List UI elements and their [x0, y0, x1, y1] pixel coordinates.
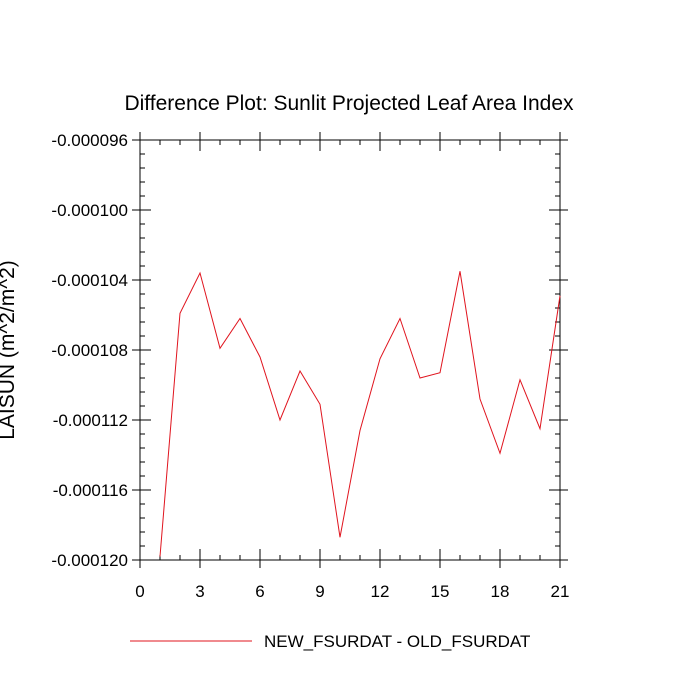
- y-tick-label: -0.000100: [51, 201, 128, 220]
- y-tick-labels: -0.000096 -0.000100 -0.000104 -0.000108 -0.0…: [51, 131, 128, 570]
- x-tick-label: 3: [195, 582, 204, 601]
- y-tick-label: -0.000112: [53, 411, 128, 430]
- y-tick-label: -0.000116: [53, 481, 128, 500]
- x-tick-label: 6: [255, 582, 264, 601]
- x-tick-labels: 0 3 6 9 12 15 18 21: [135, 582, 569, 601]
- x-tick-label: 12: [371, 582, 390, 601]
- x-tick-label: 15: [431, 582, 450, 601]
- y-tick-label: -0.000108: [51, 341, 128, 360]
- y-axis-label: LAISUN (m^2/m^2): [0, 260, 19, 440]
- x-tick-label: 9: [315, 582, 324, 601]
- series-line: [159, 271, 561, 557]
- y-tick-label: -0.000120: [51, 551, 128, 570]
- y-tick-label: -0.000104: [51, 271, 128, 290]
- plot-frame: [139, 139, 561, 561]
- chart-title: Difference Plot: Sunlit Projected Leaf A…: [124, 92, 574, 115]
- y-tick-label: -0.000096: [51, 131, 128, 150]
- major-ticks: [132, 132, 568, 568]
- minor-ticks: [140, 140, 560, 560]
- x-tick-label: 0: [135, 582, 144, 601]
- series-lines: [159, 271, 561, 557]
- x-tick-label: 21: [551, 582, 570, 601]
- legend: NEW_FSURDAT - OLD_FSURDAT: [130, 632, 530, 651]
- legend-label: NEW_FSURDAT - OLD_FSURDAT: [264, 632, 530, 651]
- x-tick-label: 18: [491, 582, 510, 601]
